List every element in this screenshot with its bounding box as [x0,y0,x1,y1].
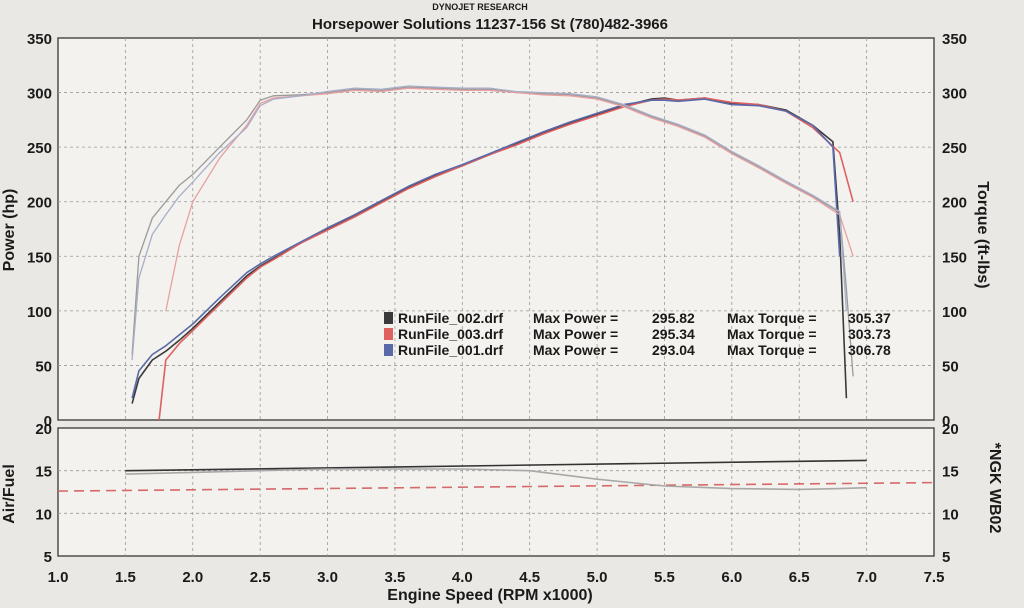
power-curve-runfile_001 [131,98,841,399]
air-fuel-series [57,459,935,492]
af-tick-label-left: 5 [44,549,52,566]
y-tick-label-left: 350 [27,31,52,48]
legend-torque-label: Max Torque = [727,310,817,326]
bottom-plot-area [57,427,935,557]
af-tick-label-right: 5 [942,549,950,566]
torque-curve-runfile_002 [131,86,854,377]
x-tick-label: 6.0 [721,569,742,586]
af-line-target [125,459,867,472]
y-axis-label-left: Power (hp) [1,189,18,272]
x-tick-label: 1.0 [48,569,69,586]
y-tick-label-left: 0 [44,413,52,430]
x-tick-label: 4.5 [519,569,540,586]
x-tick-label: 5.5 [654,569,675,586]
legend-file: RunFile_003.drf [398,326,503,342]
y-tick-label-right: 50 [942,358,959,375]
af-tick-label-left: 20 [35,421,52,438]
bottom-grid [58,428,934,556]
af-axis-label-right: *NGK WB02 [986,443,1003,534]
legend-swatch [384,328,393,340]
x-tick-label: 7.5 [924,569,945,586]
torque-curve-runfile_001 [131,85,848,361]
legend-power-label: Max Power = [533,326,618,342]
legend: RunFile_002.drf Max Power = 295.82 Max Torq… [384,310,891,358]
power-curve-runfile_003 [158,97,854,421]
af-line-air-fuel [125,468,867,491]
legend-file: RunFile_001.drf [398,342,503,358]
y-axis-label-right: Torque (ft-lbs) [974,181,991,288]
x-tick-label: 4.0 [452,569,473,586]
legend-file: RunFile_002.drf [398,310,503,326]
y-tick-label-left: 100 [27,304,52,321]
x-tick-label: 2.5 [250,569,271,586]
legend-power-label: Max Power = [533,342,618,358]
y-tick-label-right: 350 [942,31,967,48]
legend-torque-label: Max Torque = [727,326,817,342]
x-tick-label: 2.0 [182,569,203,586]
legend-power-value: 295.34 [652,326,695,342]
af-tick-label-left: 10 [35,506,52,523]
legend-power-value: 295.82 [652,310,695,326]
af-tick-label-right: 10 [942,506,959,523]
y-tick-label-left: 200 [27,195,52,212]
y-tick-label-right: 0 [942,413,950,430]
y-tick-label-left: 150 [27,249,52,266]
legend-swatch [384,312,393,324]
legend-power-value: 293.04 [652,342,695,358]
torque-curve-runfile_003 [165,87,854,312]
y-tick-label-right: 250 [942,140,967,157]
legend-torque-value: 303.73 [848,326,891,342]
legend-torque-label: Max Torque = [727,342,817,358]
legend-torque-value: 306.78 [848,342,891,358]
legend-swatch [384,344,393,356]
chart-title: Horsepower Solutions 11237-156 St (780)4… [312,16,668,33]
af-line-dashed-reference [57,481,935,492]
af-tick-label-right: 20 [942,421,959,438]
af-tick-label-right: 15 [942,464,959,481]
x-tick-label: 6.5 [789,569,810,586]
top-plot-area [57,37,935,421]
top-grid [58,38,934,420]
x-tick-label: 1.5 [115,569,136,586]
brand-title: DYNOJET RESEARCH [432,2,528,12]
axis-ticks: 1.0 1.5 2.0 2.5 3.0 3.5 4.0 4.5 5.0 5.5 6.0 6.5 7.0 7… [27,31,967,586]
legend-power-label: Max Power = [533,310,618,326]
y-tick-label-right: 150 [942,249,967,266]
y-tick-label-right: 100 [942,304,967,321]
af-axis-label-left: Air/Fuel [1,464,18,524]
x-tick-label: 3.0 [317,569,338,586]
x-tick-label: 5.0 [587,569,608,586]
legend-torque-value: 305.37 [848,310,891,326]
power-torque-series [131,85,854,421]
y-tick-label-left: 300 [27,86,52,103]
y-tick-label-right: 200 [942,195,967,212]
y-tick-label-left: 50 [35,358,52,375]
af-tick-label-left: 15 [35,464,52,481]
x-axis-label: Engine Speed (RPM x1000) [387,587,592,604]
x-tick-label: 3.5 [384,569,405,586]
y-tick-label-right: 300 [942,86,967,103]
y-tick-label-left: 250 [27,140,52,157]
x-tick-label: 7.0 [856,569,877,586]
